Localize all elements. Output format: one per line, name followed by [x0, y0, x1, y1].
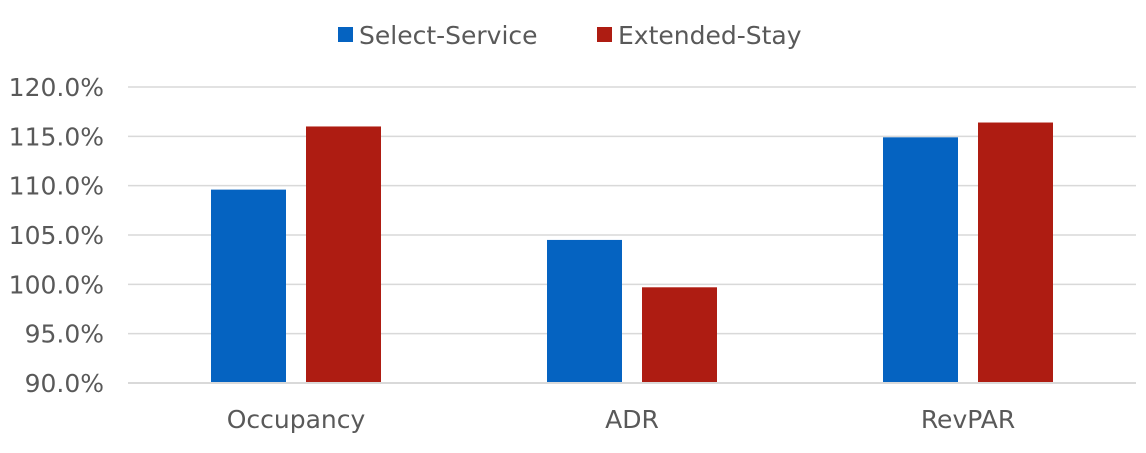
bar-select-service-revpar: [883, 137, 958, 383]
y-tick-label: 120.0%: [9, 73, 104, 102]
x-tick-label: RevPAR: [921, 405, 1015, 434]
y-tick-label: 90.0%: [25, 369, 104, 398]
bars: [211, 122, 1053, 384]
x-tick-label: Occupancy: [227, 405, 366, 434]
legend-label[interactable]: Extended-Stay: [618, 21, 802, 50]
legend-swatch: [597, 27, 612, 42]
x-tick-label: ADR: [605, 405, 659, 434]
bar-extended-stay-occupancy: [306, 126, 381, 383]
y-axis-ticks: 90.0% 95.0% 100.0% 105.0% 110.0% 115.0% 120.0%: [9, 73, 104, 398]
y-tick-label: 95.0%: [25, 320, 104, 349]
legend-label[interactable]: Select-Service: [359, 21, 538, 50]
y-tick-label: 110.0%: [9, 172, 104, 201]
bar-select-service-occupancy: [211, 189, 286, 383]
bar-extended-stay-adr: [642, 287, 717, 383]
y-tick-label: 115.0%: [9, 122, 104, 151]
bar-select-service-adr: [547, 239, 622, 383]
legend-swatch: [338, 27, 353, 42]
legend[interactable]: Select-Service Extended-Stay: [338, 21, 802, 50]
y-tick-label: 105.0%: [9, 221, 104, 250]
x-axis-labels: Occupancy ADR RevPAR: [227, 405, 1015, 434]
bar-extended-stay-revpar: [978, 122, 1053, 384]
gridlines: [128, 86, 1136, 335]
y-tick-label: 100.0%: [9, 270, 104, 299]
